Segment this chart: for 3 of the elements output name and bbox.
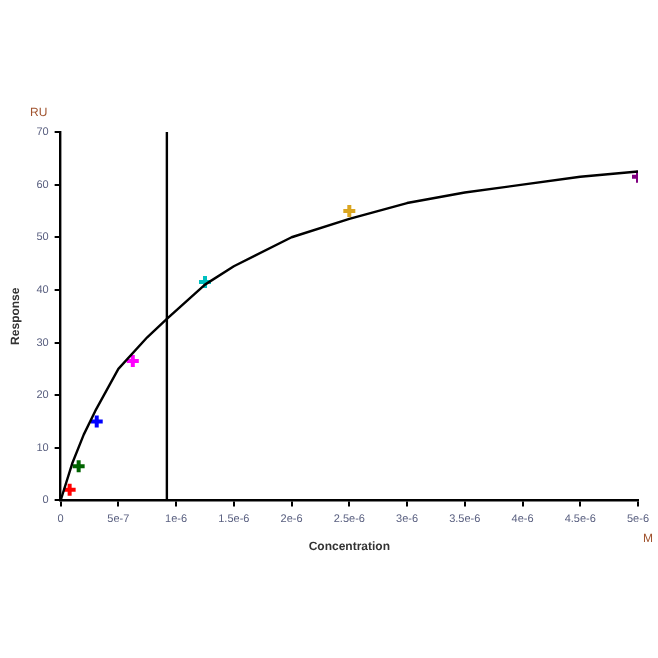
point <box>88 413 105 430</box>
point <box>61 481 78 498</box>
point <box>70 458 87 475</box>
